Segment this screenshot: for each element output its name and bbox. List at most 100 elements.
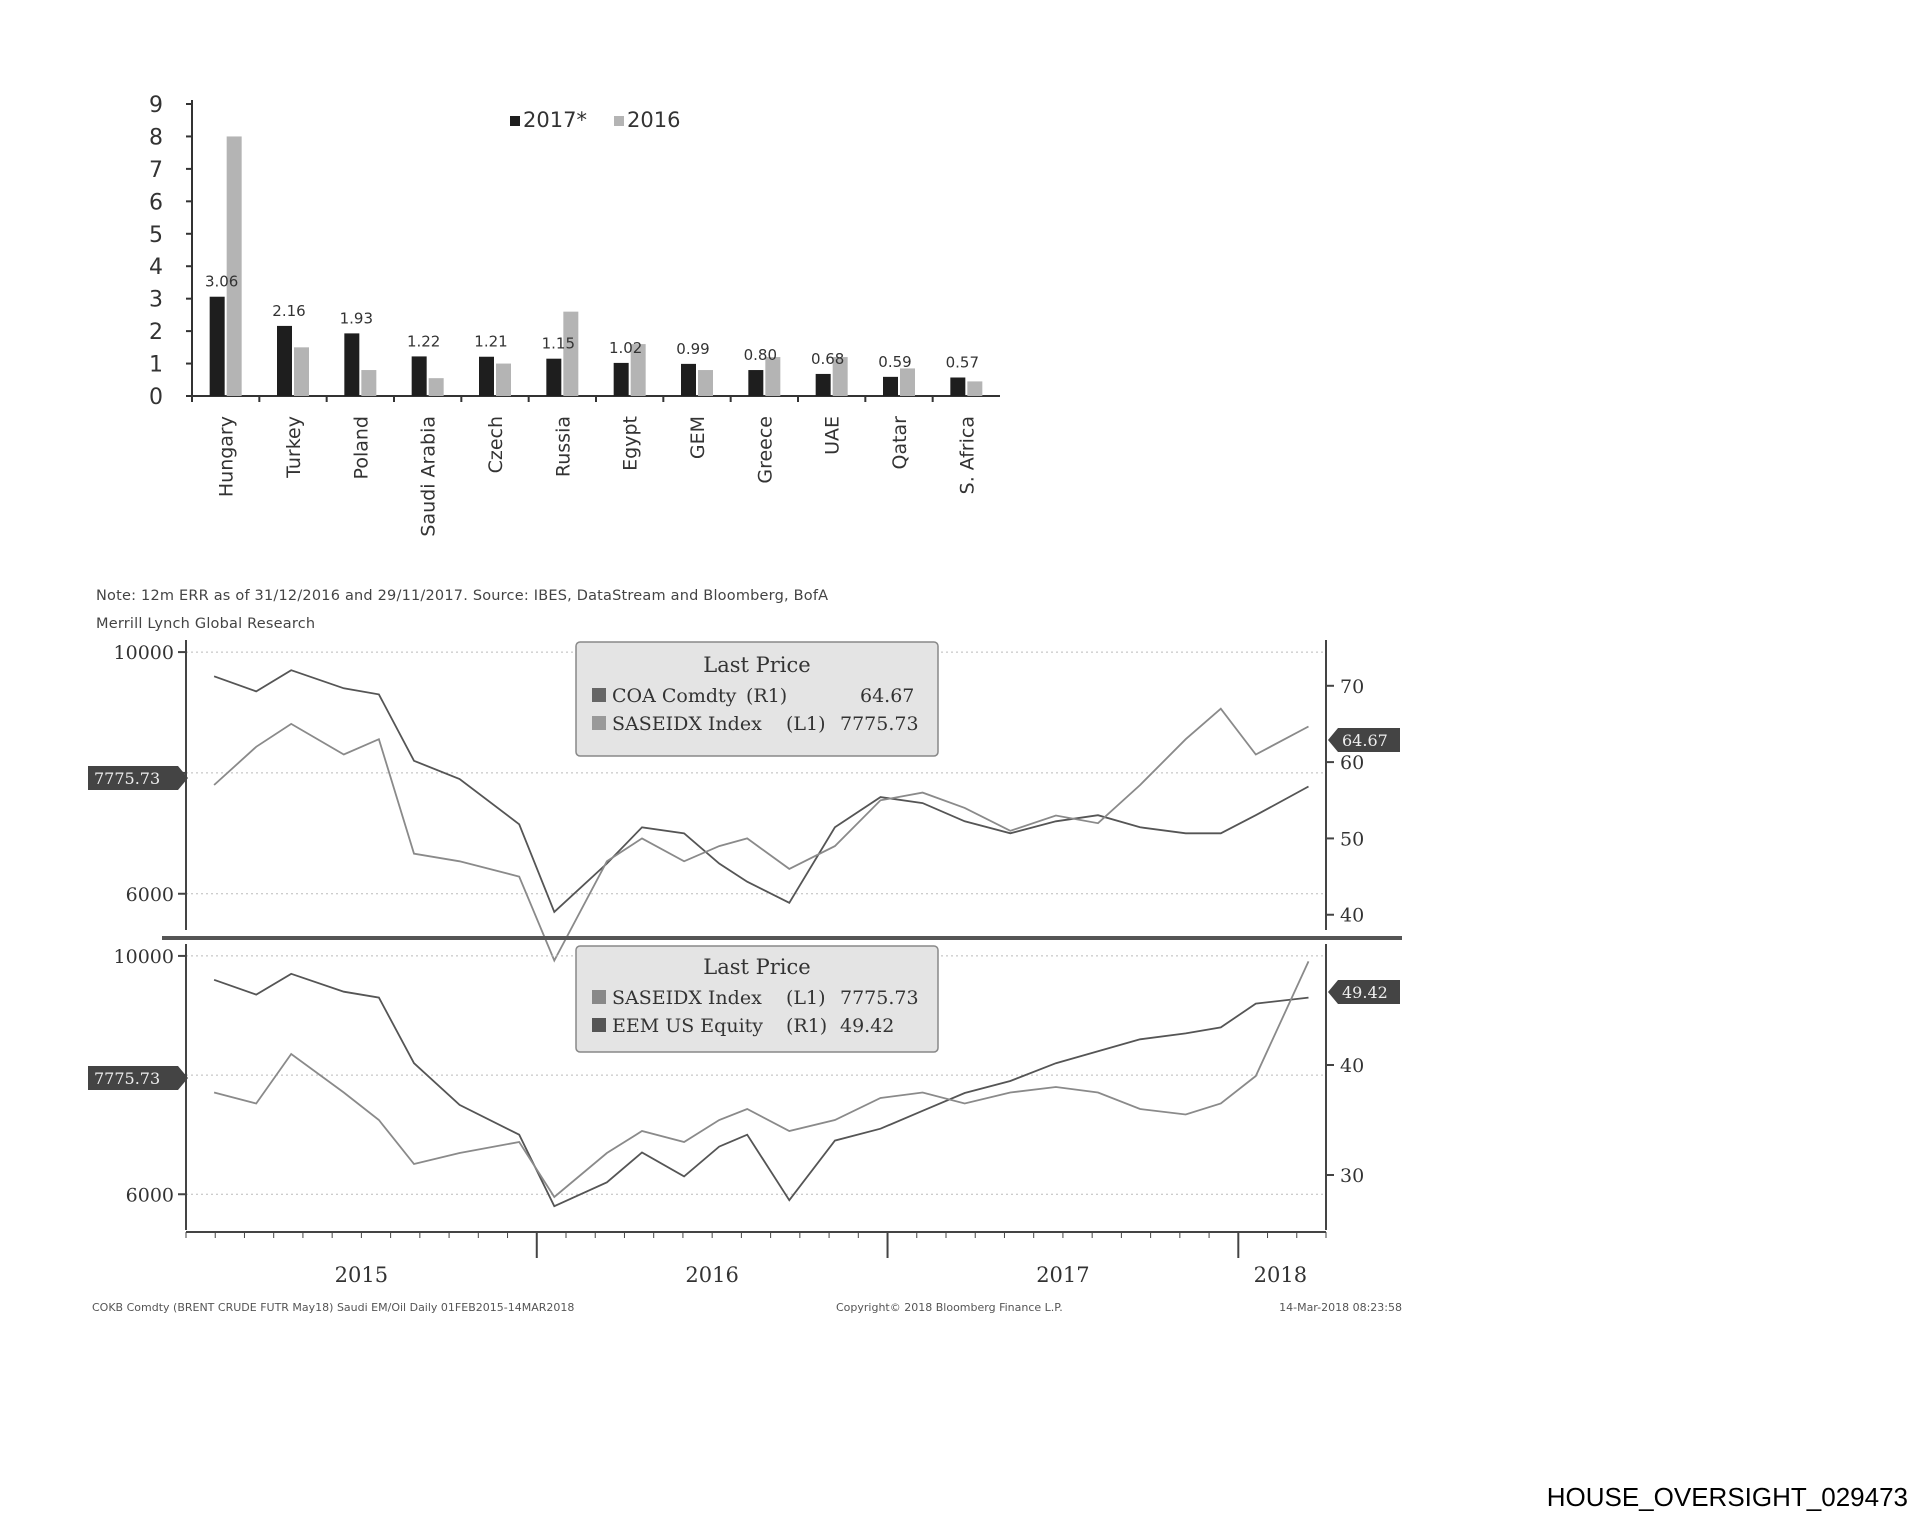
right-axis-tick-label: 50 xyxy=(1340,828,1364,850)
panel-2-legend-title: Last Price xyxy=(703,955,810,979)
bar-x-category-label: S. Africa xyxy=(956,416,978,494)
bloomberg-timestamp-text: 14-Mar-2018 08:23:58 xyxy=(1279,1301,1402,1314)
bar-2016-czech xyxy=(496,363,511,396)
bar-y-tick-label: 3 xyxy=(149,288,163,313)
bar-2016-turkey xyxy=(294,347,309,396)
bar-2017-uae xyxy=(815,373,831,396)
panel-2-legend-axis-2: (R1) xyxy=(786,1015,827,1037)
legend-swatch-2017 xyxy=(510,116,520,126)
bar-2017-hungary xyxy=(209,296,225,396)
bar-y-tick-label: 9 xyxy=(149,93,163,118)
bar-2017-qatar xyxy=(883,376,898,396)
bloomberg-source-text: COKB Comdty (BRENT CRUDE FUTR May18) Sau… xyxy=(92,1301,574,1314)
bar-data-label: 1.22 xyxy=(407,332,440,350)
bar-x-category-label: Egypt xyxy=(620,416,642,471)
x-axis-year-label: 2018 xyxy=(1254,1263,1307,1287)
bar-2016-hungary xyxy=(226,136,242,396)
panel-2-left-flag-text: 7775.73 xyxy=(94,1069,160,1088)
left-axis-tick-label: 10000 xyxy=(114,642,174,664)
panel-2-lines xyxy=(213,961,1310,1208)
panel-1-right-flag-text: 64.67 xyxy=(1342,731,1388,750)
bar-data-label: 0.57 xyxy=(946,354,979,372)
bar-x-category-label: Russia xyxy=(552,416,574,477)
bar-2016-poland xyxy=(361,370,377,396)
bar-2017-turkey xyxy=(277,325,292,396)
bar-2016-uae xyxy=(832,357,848,396)
bar-x-category-label: Czech xyxy=(485,416,507,473)
bar-2016-russia xyxy=(563,311,579,396)
right-axis-tick-label: 30 xyxy=(1340,1165,1364,1187)
panel-1-legend-title: Last Price xyxy=(703,653,810,677)
panel-divider xyxy=(162,936,1402,940)
bar-2016-greece xyxy=(765,357,781,396)
legend-label-2017: 2017* xyxy=(523,108,587,132)
series-line-eem-us-equity xyxy=(213,961,1310,1199)
right-axis-tick-label: 40 xyxy=(1340,905,1364,927)
bar-y-tick-label: 8 xyxy=(149,125,163,150)
panel-1-left-flag: 7775.73 xyxy=(88,766,188,790)
panel-2-left-flag: 7775.73 xyxy=(88,1066,188,1090)
bar-y-tick-label: 1 xyxy=(149,353,163,378)
note-line-2: Merrill Lynch Global Research xyxy=(96,616,316,632)
panel-2-legend: Last Price SASEIDX Index (L1) 7775.73 EE… xyxy=(575,945,939,1053)
bar-data-label: 0.99 xyxy=(676,340,709,358)
bar-data-label: 2.16 xyxy=(272,302,305,320)
panel-2-right-flag: 49.42 xyxy=(1328,980,1400,1004)
legend-label-2016: 2016 xyxy=(627,108,680,132)
bar-data-label: 0.68 xyxy=(811,350,844,368)
left-axis-tick-label: 6000 xyxy=(126,1184,174,1206)
document-id: HOUSE_OVERSIGHT_029473 xyxy=(1546,1482,1908,1512)
bar-2016-s-africa xyxy=(967,381,983,396)
panel-2-legend-value-2: 49.42 xyxy=(840,1015,894,1037)
bar-x-category-label: UAE xyxy=(822,416,844,455)
x-axis-year-label: 2017 xyxy=(1036,1263,1089,1287)
bar-x-category-label: Poland xyxy=(350,416,372,479)
bar-data-label: 0.80 xyxy=(744,346,777,364)
bar-y-tick-label: 2 xyxy=(149,320,163,345)
bar-2016-saudi-arabia xyxy=(428,378,444,396)
bar-data-label: 1.15 xyxy=(542,335,575,353)
bar-x-category-label: Turkey xyxy=(283,416,305,479)
bar-data-label: 1.93 xyxy=(340,309,373,327)
panel-2-legend-ticker-2: EEM US Equity xyxy=(612,1015,763,1037)
bar-2017-greece xyxy=(748,370,764,396)
panel-2-legend-axis-1: (L1) xyxy=(786,987,826,1009)
panel-2-legend-swatch-2 xyxy=(592,1018,606,1032)
series-line-coa-comdty xyxy=(213,707,1309,963)
series-line-saseidx-index xyxy=(213,972,1309,1208)
bar-2016-gem xyxy=(698,370,713,396)
panel-1-legend-axis-2: (L1) xyxy=(786,713,826,735)
chart-note: Note: 12m ERR as of 31/12/2016 and 29/11… xyxy=(96,582,1156,638)
x-axis-year-label: 2016 xyxy=(685,1263,738,1287)
panel-1-legend: Last Price COA Comdty (R1) 64.67 SASEIDX… xyxy=(575,641,939,757)
panel-1-legend-value-2: 7775.73 xyxy=(840,713,919,735)
bar-plot-area: 3.06 2.16 1.93 1.22 1.21 1.15 1.02 0.99 0.80 0.68… xyxy=(205,136,983,396)
bar-2017-saudi-arabia xyxy=(411,356,427,396)
panel-2-legend-value-1: 7775.73 xyxy=(840,987,919,1009)
bar-y-tick-label: 6 xyxy=(149,190,163,215)
bar-y-axis: 0 1 2 3 4 5 6 7 8 9 xyxy=(149,93,1000,410)
bar-x-category-label: Hungary xyxy=(216,416,238,497)
note-line-1: Note: 12m ERR as of 31/12/2016 and 29/11… xyxy=(96,588,829,604)
panel-1-legend-ticker-1: COA Comdty xyxy=(612,685,737,707)
bar-2016-egypt xyxy=(630,344,646,396)
bar-x-category-label: Saudi Arabia xyxy=(418,416,440,537)
panel-1-left-flag-text: 7775.73 xyxy=(94,769,160,788)
left-axis-tick-label: 6000 xyxy=(126,884,174,906)
panel-1-legend-value-1: 64.67 xyxy=(860,685,914,707)
bar-y-tick-label: 0 xyxy=(149,385,163,410)
panel-1-right-flag: 64.67 xyxy=(1328,728,1400,752)
bar-x-category-label: Qatar xyxy=(889,416,911,470)
bar-2016-qatar xyxy=(900,368,915,396)
x-axis-year-label: 2015 xyxy=(335,1263,388,1287)
right-axis-tick-label: 60 xyxy=(1340,752,1364,774)
bloomberg-copyright-text: Copyright© 2018 Bloomberg Finance L.P. xyxy=(836,1301,1063,1314)
panel-1-right-axis: 70 60 50 40 xyxy=(1325,640,1364,930)
bar-data-label: 1.21 xyxy=(474,333,507,351)
bar-2017-czech xyxy=(479,356,494,396)
bar-data-label: 0.59 xyxy=(878,353,911,371)
panel-1-legend-swatch-1 xyxy=(592,688,606,702)
panel-1-legend-swatch-2 xyxy=(592,716,606,730)
